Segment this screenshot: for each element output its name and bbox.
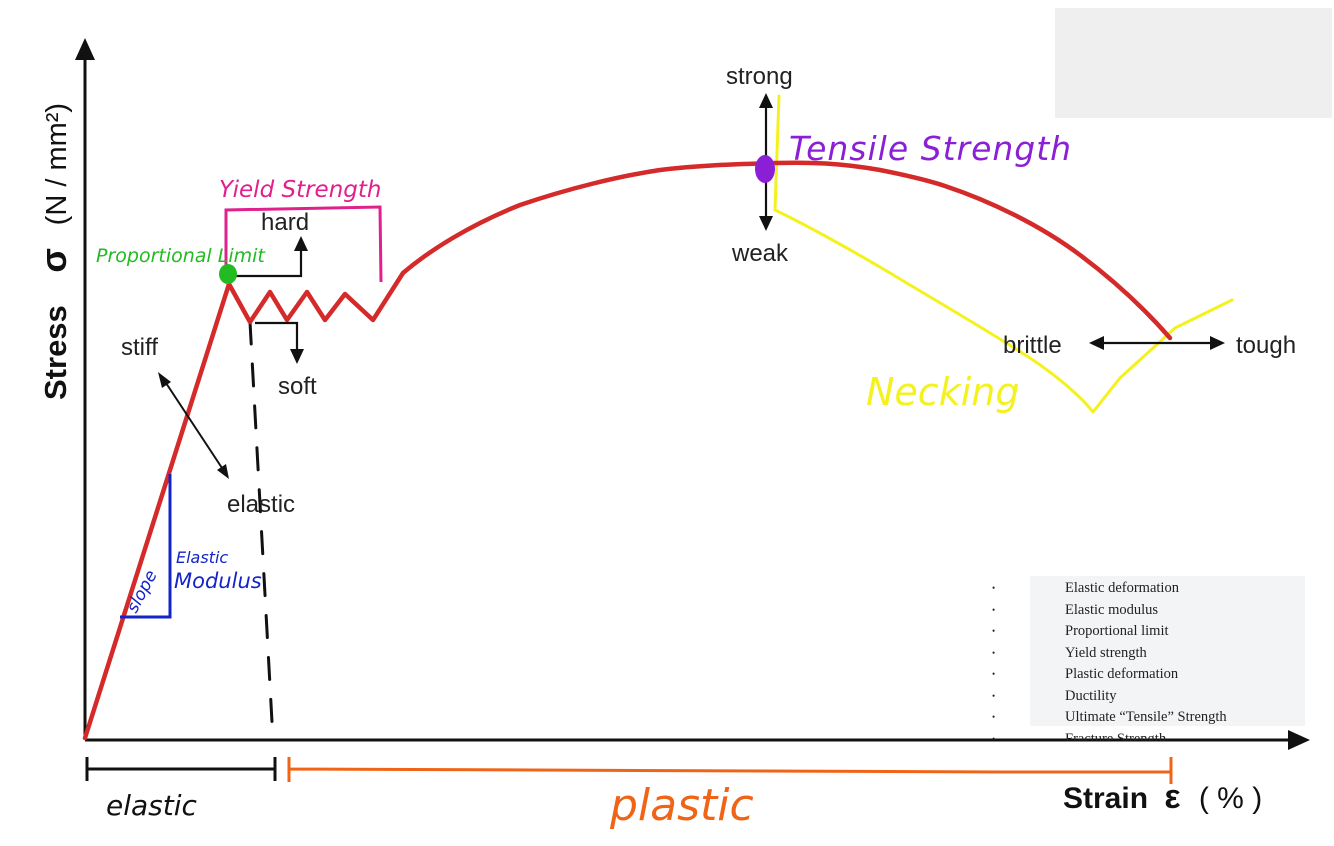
svg-text:Stress σ (N / mm²): Stress σ (N / mm²) bbox=[33, 103, 74, 400]
modulus-triangle bbox=[120, 474, 172, 619]
x-label-symbol: ε bbox=[1164, 778, 1180, 816]
term-item: Ductility bbox=[990, 686, 1227, 708]
label-strong: strong bbox=[726, 63, 793, 90]
y-label-unit: (N / mm²) bbox=[41, 103, 73, 225]
terms-list: Elastic deformation Elastic modulus Prop… bbox=[990, 578, 1227, 741]
annotation-yield-strength: Yield Strength bbox=[219, 177, 381, 203]
label-stiff: stiff bbox=[121, 334, 158, 361]
plastic-region-bracket bbox=[287, 757, 1173, 784]
label-tough: tough bbox=[1236, 332, 1296, 359]
term-item: Proportional limit bbox=[990, 621, 1227, 643]
label-weak: weak bbox=[731, 240, 789, 267]
proportional-limit-point bbox=[219, 264, 237, 284]
necking-curve bbox=[773, 94, 1234, 414]
grey-placeholder-box bbox=[1055, 8, 1332, 118]
brittle-arrow-head-icon bbox=[1089, 336, 1104, 350]
term-item: Elastic deformation bbox=[990, 578, 1227, 600]
elastic-limit-dashed-line bbox=[248, 320, 274, 724]
y-label-text: Stress bbox=[38, 305, 73, 400]
stiff-arrow-head-icon bbox=[158, 372, 171, 388]
stress-strain-curve bbox=[82, 160, 1173, 741]
annotation-elastic-modulus-line2: Modulus bbox=[174, 569, 262, 593]
x-label-text: Strain bbox=[1063, 782, 1148, 815]
annotation-necking: Necking bbox=[866, 370, 1019, 414]
hard-arrow bbox=[235, 248, 303, 278]
x-axis-arrow-icon bbox=[1288, 730, 1310, 750]
soft-arrow-head-icon bbox=[290, 349, 304, 364]
y-axis-label: Stress σ (N / mm²) bbox=[33, 103, 74, 400]
label-hard: hard bbox=[261, 209, 309, 236]
label-elastic: elastic bbox=[227, 491, 295, 518]
x-label-unit: ( % ) bbox=[1199, 782, 1262, 815]
annotation-elastic-modulus-line1: Elastic bbox=[176, 548, 228, 567]
yield-strength-bracket bbox=[224, 205, 383, 283]
tensile-strength-point bbox=[755, 155, 775, 183]
label-brittle: brittle bbox=[1003, 332, 1062, 359]
term-item: Fracture Strength bbox=[990, 729, 1227, 741]
soft-arrow bbox=[255, 321, 299, 352]
term-item: Ultimate “Tensile” Strength bbox=[990, 707, 1227, 729]
annotation-proportional-limit: Proportional Limit bbox=[96, 245, 266, 267]
stiff-elastic-arrow bbox=[165, 382, 223, 469]
annotation-slope: slope bbox=[123, 567, 162, 616]
x-axis-label: Strain ε ( % ) bbox=[1063, 778, 1262, 816]
tough-arrow-head-icon bbox=[1210, 336, 1225, 350]
hard-arrow-head-icon bbox=[294, 236, 308, 251]
term-item: Elastic modulus bbox=[990, 600, 1227, 622]
annotation-plastic-region: plastic bbox=[609, 780, 754, 831]
annotation-elastic-region: elastic bbox=[106, 789, 198, 822]
elastic-arrow-head-icon bbox=[217, 464, 229, 479]
annotation-tensile-strength: Tensile Strength bbox=[789, 129, 1072, 168]
weak-arrow-head-icon bbox=[759, 216, 773, 231]
strong-arrow-head-icon bbox=[759, 93, 773, 108]
elastic-region-bracket bbox=[85, 757, 277, 781]
label-soft: soft bbox=[278, 373, 317, 400]
y-axis-arrow-icon bbox=[75, 38, 95, 60]
term-item: Yield strength bbox=[990, 643, 1227, 665]
term-item: Plastic deformation bbox=[990, 664, 1227, 686]
y-label-symbol: σ bbox=[33, 248, 74, 273]
